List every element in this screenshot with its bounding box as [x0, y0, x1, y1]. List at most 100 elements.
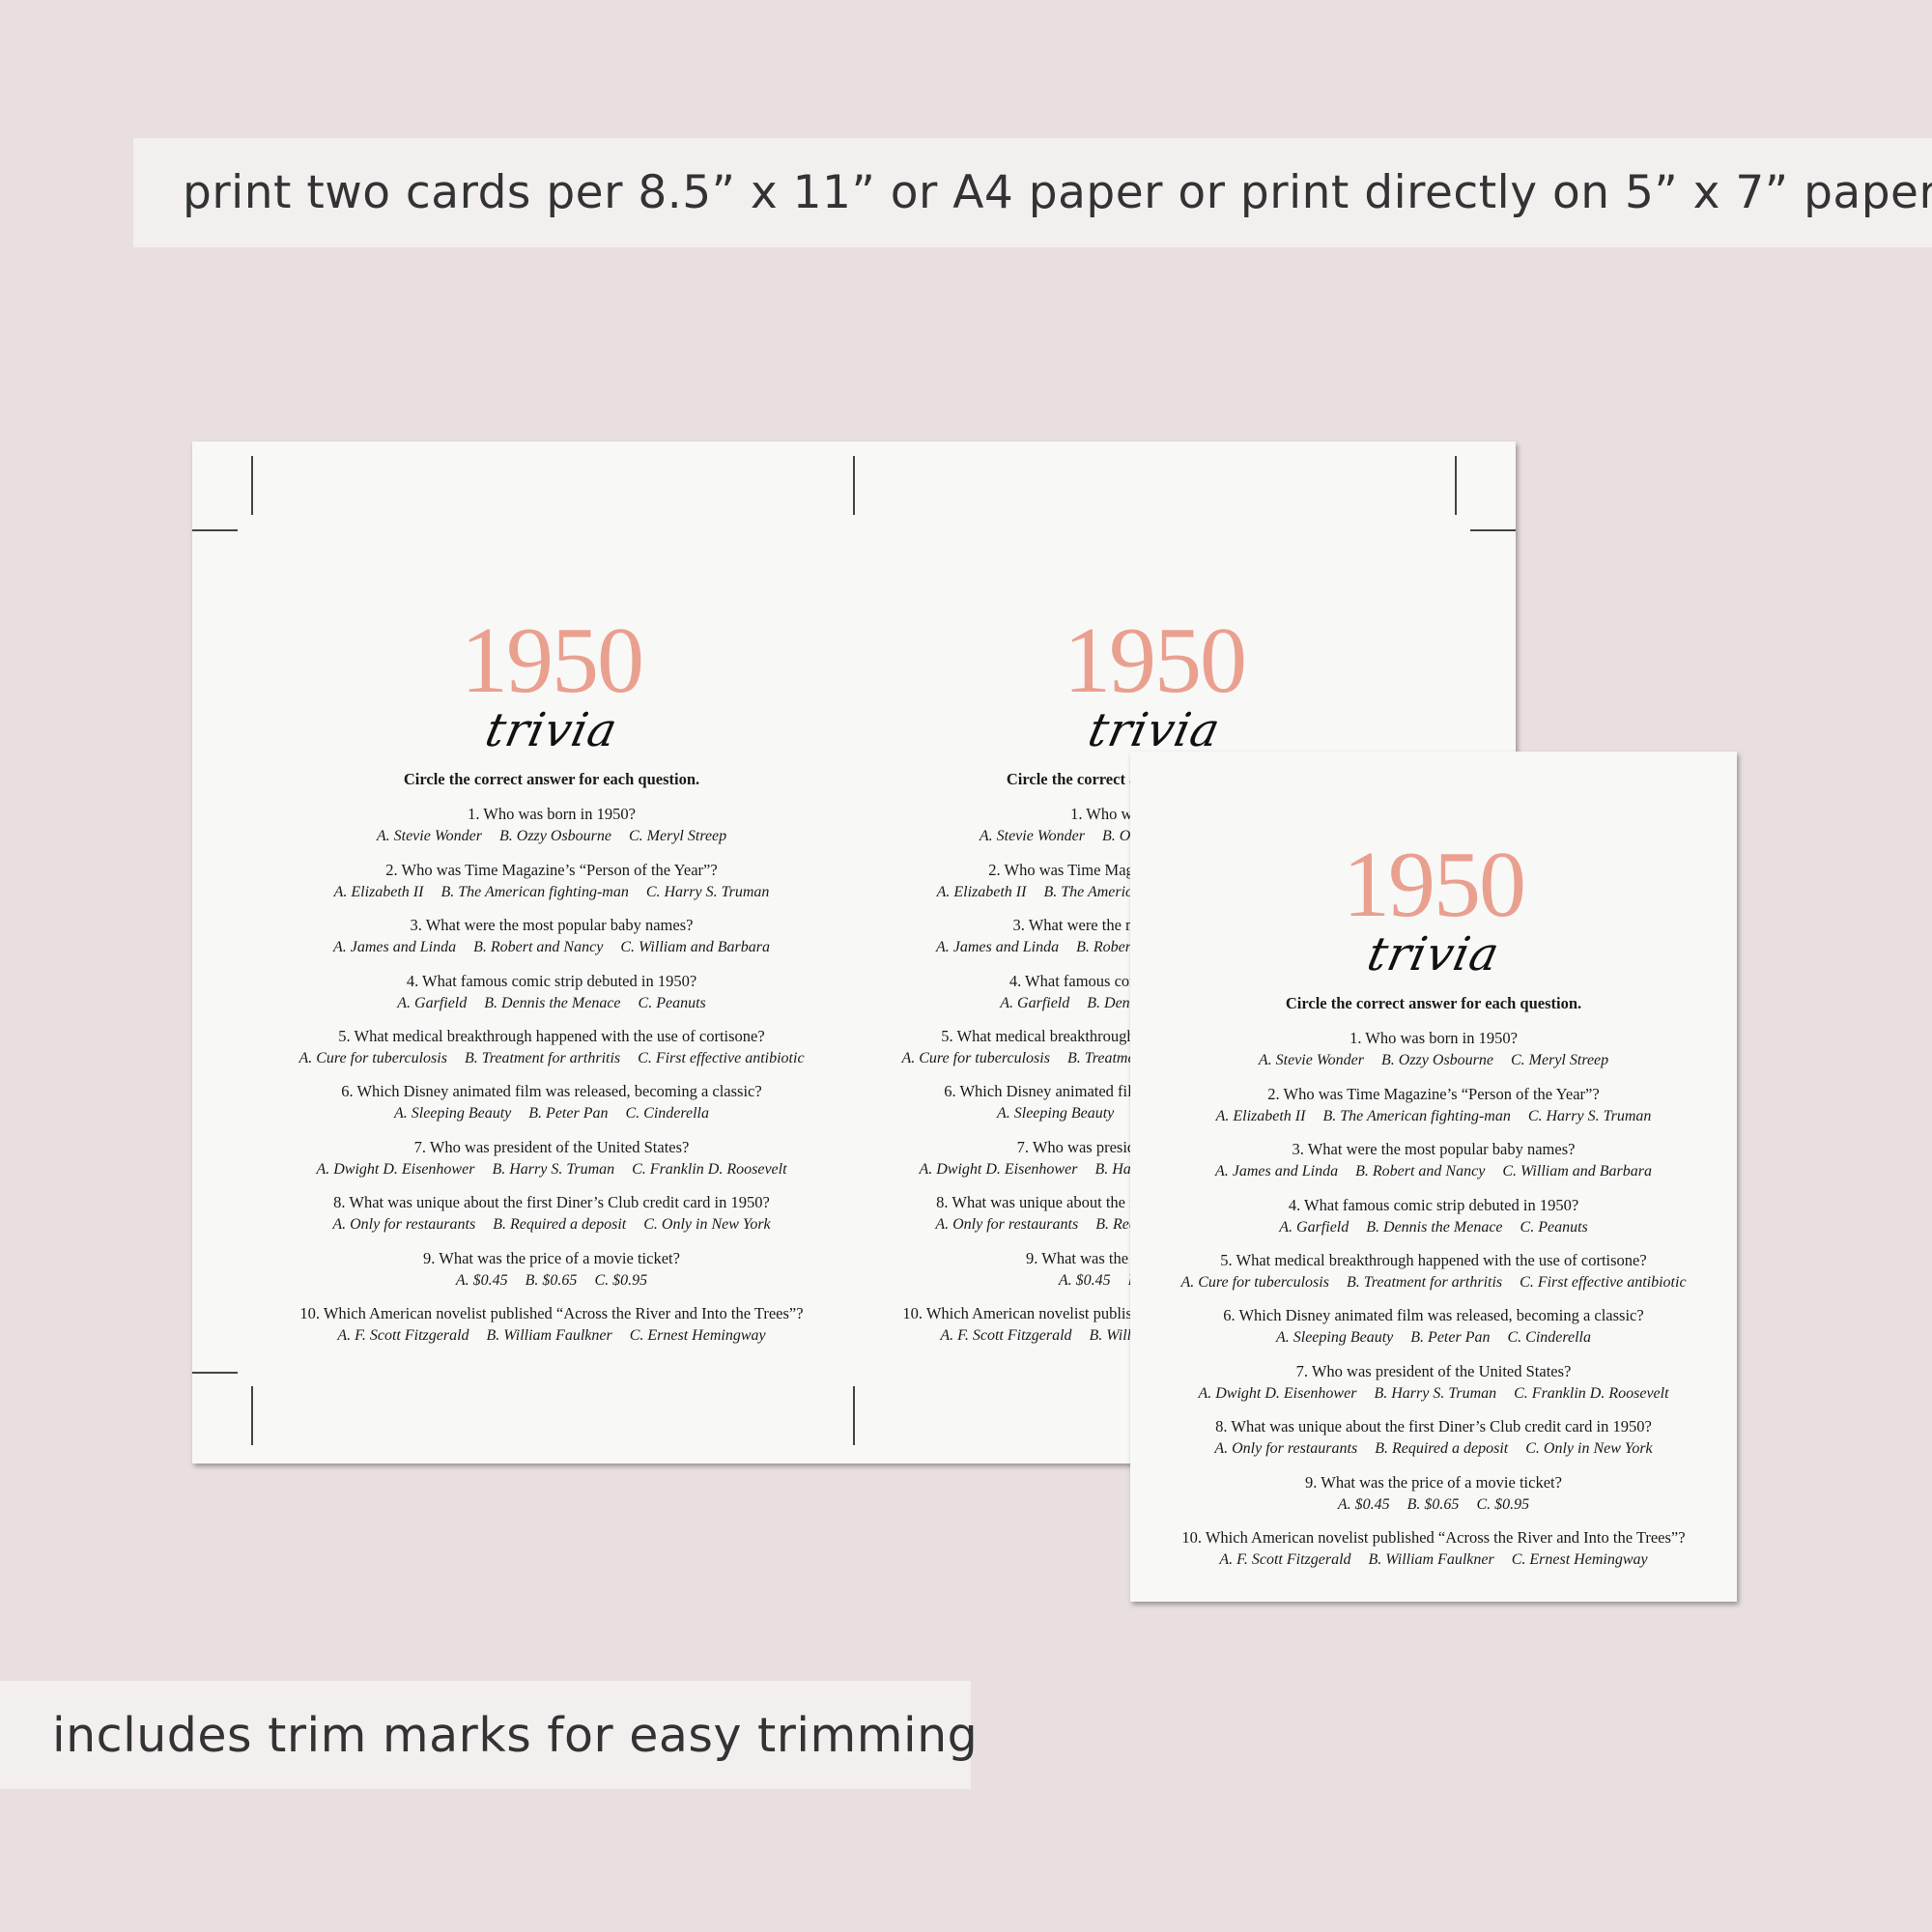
- question-item: 9. What was the price of a movie ticket?…: [233, 1247, 870, 1302]
- question-item: 1. Who was born in 1950? A. Stevie Wonder…: [233, 803, 870, 858]
- question-item: 2. Who was Time Magazine’s “Person of th…: [836, 859, 1130, 914]
- question-item: 1. Who was born in 1950?A. Stevie Wonder…: [836, 803, 1130, 858]
- question-item: 8. What was unique about the first Diner…: [1130, 1415, 1737, 1470]
- card-body-inner: Circle the correct answer for each quest…: [1130, 994, 1737, 1581]
- printed-card-5x7: 1950 trivia Circle the correct answer for …: [1130, 752, 1737, 1602]
- answer-option: B. Dennis the Menace: [1087, 994, 1130, 1011]
- question-item: 5. What medical breakthrough happened wi…: [1130, 1249, 1737, 1304]
- trim-mark: [853, 456, 855, 515]
- question-item: 3. What were the most popular baby names…: [836, 914, 1130, 969]
- answer-option: B. Required a deposit: [1375, 1440, 1509, 1458]
- answer-option: A. Only for restaurants: [935, 1216, 1079, 1234]
- answer-option: C. Meryl Streep: [1511, 1052, 1609, 1069]
- answer-option: B. Treatment for arthritis: [1066, 1049, 1130, 1066]
- top-banner-text: print two cards per 8.5” x 11” or A4 pap…: [183, 166, 1932, 219]
- answer-option: A. Only for restaurants: [332, 1216, 476, 1234]
- bottom-banner-text: includes trim marks for easy trimming: [52, 1707, 979, 1763]
- answer-option: C. Cinderella: [1507, 1329, 1591, 1347]
- answer-option: C. William and Barbara: [1502, 1163, 1652, 1180]
- question-text: 1. Who was born in 1950?: [468, 805, 636, 824]
- card-body-inner: Circle the correct answer for each quest…: [836, 770, 1130, 1357]
- answer-option: B. The American fighting-man: [1322, 1107, 1511, 1124]
- answer-option: B. Treatment for arthritis: [1346, 1273, 1503, 1291]
- answer-option: B. William Faulkner: [1368, 1550, 1494, 1568]
- question-item: 8. What was unique about the first Diner…: [233, 1191, 870, 1246]
- answer-option: A. Cure for tuberculosis: [1180, 1273, 1329, 1291]
- answer-option: A. Elizabeth II: [333, 883, 424, 900]
- answer-options: A. Only for restaurants B. Required a dep…: [1130, 1437, 1737, 1460]
- answer-option: A. $0.45: [1058, 1271, 1111, 1289]
- answer-option: C. First effective antibiotic: [1520, 1273, 1687, 1291]
- answer-option: A. F. Scott Fitzgerald: [940, 1326, 1072, 1344]
- answer-option: A. Garfield: [397, 994, 468, 1011]
- card-instruction: Circle the correct answer for each quest…: [1285, 994, 1582, 1013]
- question-item: 6. Which Disney animated film was releas…: [836, 1080, 1130, 1135]
- answer-option: B. Treatment for arthritis: [464, 1049, 621, 1066]
- answer-options: A. Dwight D. Eisenhower B. Harry S. Truma…: [836, 1158, 1130, 1180]
- answer-option: C. Peanuts: [1520, 1218, 1588, 1236]
- answer-option: A. Only for restaurants: [1214, 1440, 1358, 1458]
- answer-option: C. Only in New York: [643, 1216, 771, 1234]
- answer-option: B. Robert and Nancy: [473, 939, 604, 956]
- trim-mark: [251, 456, 253, 515]
- answer-option: B. $0.65: [525, 1271, 578, 1289]
- answer-option: A. James and Linda: [333, 939, 457, 956]
- card-body: Circle the correct answer for each quest…: [836, 754, 1130, 1357]
- answer-option: C. Only in New York: [1525, 1440, 1653, 1458]
- question-text: 7. Who was president of the United State…: [413, 1137, 690, 1156]
- question-text: 10. Which American novelist published “A…: [299, 1303, 804, 1322]
- top-banner: print two cards per 8.5” x 11” or A4 pap…: [133, 138, 1932, 247]
- answer-option: B. The American fighting-man: [1043, 883, 1130, 900]
- question-text: 4. What famous comic strip debuted in 19…: [1009, 971, 1130, 990]
- question-list: 1. Who was born in 1950? A. Stevie Wonder…: [233, 803, 870, 1357]
- answer-option: B. Robert and Nancy: [1355, 1163, 1486, 1180]
- answer-option: C. Franklin D. Roosevelt: [1514, 1384, 1669, 1402]
- answer-option: B. Harry S. Truman: [492, 1160, 615, 1178]
- answer-option: B. Harry S. Truman: [1374, 1384, 1497, 1402]
- answer-option: C. Peanuts: [638, 994, 706, 1011]
- question-text: 3. What were the most popular baby names…: [410, 916, 694, 935]
- card-body: Circle the correct answer for each quest…: [233, 754, 870, 1357]
- answer-option: A. Stevie Wonder: [376, 828, 482, 845]
- card-year-title: 1950: [461, 609, 644, 713]
- question-item: 10. Which American novelist published “A…: [233, 1302, 870, 1357]
- card-instruction: Circle the correct answer for each quest…: [403, 770, 700, 789]
- question-text: 10. Which American novelist published “A…: [1181, 1527, 1686, 1547]
- card-year-title: 1950: [1343, 833, 1526, 937]
- answer-option: A. James and Linda: [936, 939, 1060, 956]
- answer-option: C. Ernest Hemingway: [629, 1326, 766, 1344]
- answer-option: C. $0.95: [594, 1271, 648, 1289]
- answer-option: B. Ozzy Osbourne: [1102, 828, 1130, 845]
- answer-option: C. Meryl Streep: [629, 828, 727, 845]
- card-year-title: 1950: [1064, 609, 1247, 713]
- question-text: 2. Who was Time Magazine’s “Person of th…: [988, 860, 1130, 879]
- answer-option: B. Peter Pan: [1410, 1329, 1491, 1347]
- question-text: 6. Which Disney animated film was releas…: [944, 1082, 1130, 1101]
- question-item: 2. Who was Time Magazine’s “Person of th…: [233, 859, 870, 914]
- answer-options: A. $0.45B. $0.65C. $0.95: [836, 1269, 1130, 1292]
- question-item: 3. What were the most popular baby names…: [1130, 1138, 1737, 1193]
- answer-option: B. Dennis the Menace: [484, 994, 621, 1011]
- answer-option: B. Harry S. Truman: [1094, 1160, 1130, 1178]
- question-text: 4. What famous comic strip debuted in 19…: [1288, 1195, 1579, 1214]
- question-text: 9. What was the price of a movie ticket?: [1026, 1248, 1130, 1267]
- answer-option: A. Sleeping Beauty: [996, 1105, 1115, 1122]
- question-text: 1. Who was born in 1950?: [1070, 805, 1130, 824]
- answer-option: B. William Faulkner: [486, 1326, 612, 1344]
- trim-mark: [1470, 529, 1516, 531]
- question-item: 10. Which American novelist published “A…: [836, 1302, 1130, 1357]
- question-item: 4. What famous comic strip debuted in 19…: [836, 970, 1130, 1025]
- question-item: 9. What was the price of a movie ticket?…: [1130, 1471, 1737, 1526]
- question-item: 5. What medical breakthrough happened wi…: [836, 1025, 1130, 1080]
- answer-option: A. Dwight D. Eisenhower: [1198, 1384, 1357, 1402]
- answer-option: B. $0.65: [1406, 1495, 1460, 1513]
- answer-option: C. Cinderella: [625, 1105, 709, 1122]
- trim-mark: [251, 1386, 253, 1445]
- card-instruction: Circle the correct answer for each quest…: [1006, 770, 1130, 789]
- answer-option: A. Stevie Wonder: [1258, 1052, 1364, 1069]
- question-item: 8. What was unique about the first Diner…: [836, 1191, 1130, 1246]
